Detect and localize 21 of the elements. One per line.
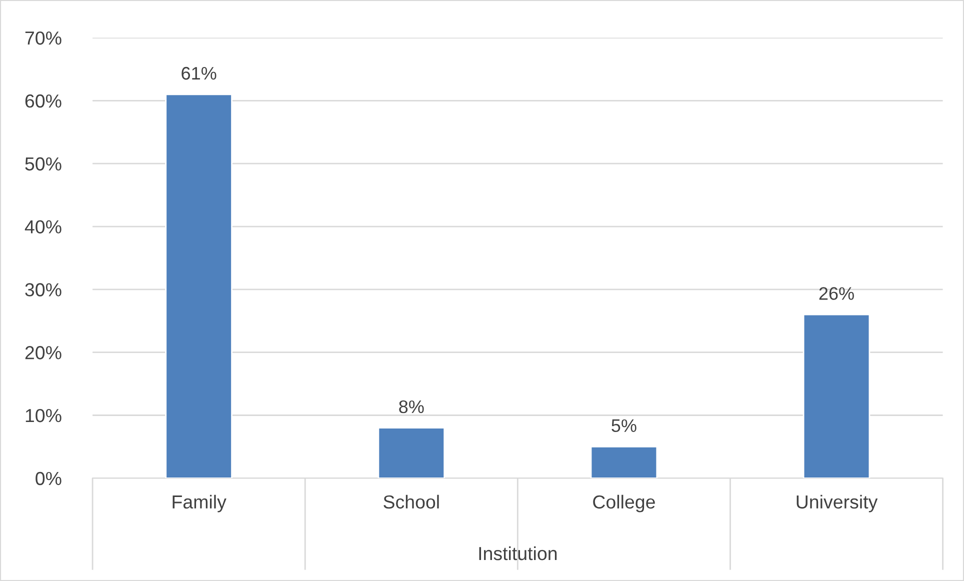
x-tick-label: University	[796, 494, 878, 512]
x-tick-label: School	[384, 494, 439, 509]
y-tick-label: 30%	[25, 283, 62, 296]
bar	[378, 427, 446, 478]
y-tick-label: 10%	[26, 408, 62, 422]
data-label: 8%	[399, 400, 424, 414]
y-tick-label: 50%	[25, 157, 62, 171]
y-tick-label: 70%	[25, 31, 62, 45]
x-axis-title: Institution	[479, 546, 557, 560]
y-tick-label: 60%	[25, 94, 62, 108]
y-tick-label: 0%	[36, 472, 62, 486]
y-tick-label: 40%	[24, 220, 62, 234]
data-label: 5%	[612, 419, 636, 432]
y-tick-label: 20%	[25, 346, 62, 360]
bar	[165, 94, 232, 478]
bar	[802, 314, 870, 478]
data-label: 61%	[182, 66, 216, 80]
x-tick-label: College	[593, 494, 655, 512]
bar	[590, 446, 658, 478]
x-tick-label: Family	[172, 494, 226, 512]
data-label: 26%	[819, 287, 854, 300]
